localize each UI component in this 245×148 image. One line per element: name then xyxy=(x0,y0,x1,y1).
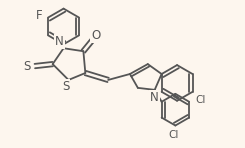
Text: F: F xyxy=(36,9,43,22)
Text: N: N xyxy=(55,35,64,48)
Text: Cl: Cl xyxy=(168,130,179,140)
Text: S: S xyxy=(62,80,69,93)
Text: O: O xyxy=(92,29,101,42)
Text: Cl: Cl xyxy=(196,95,206,105)
Text: S: S xyxy=(23,60,31,73)
Text: N: N xyxy=(150,91,159,104)
